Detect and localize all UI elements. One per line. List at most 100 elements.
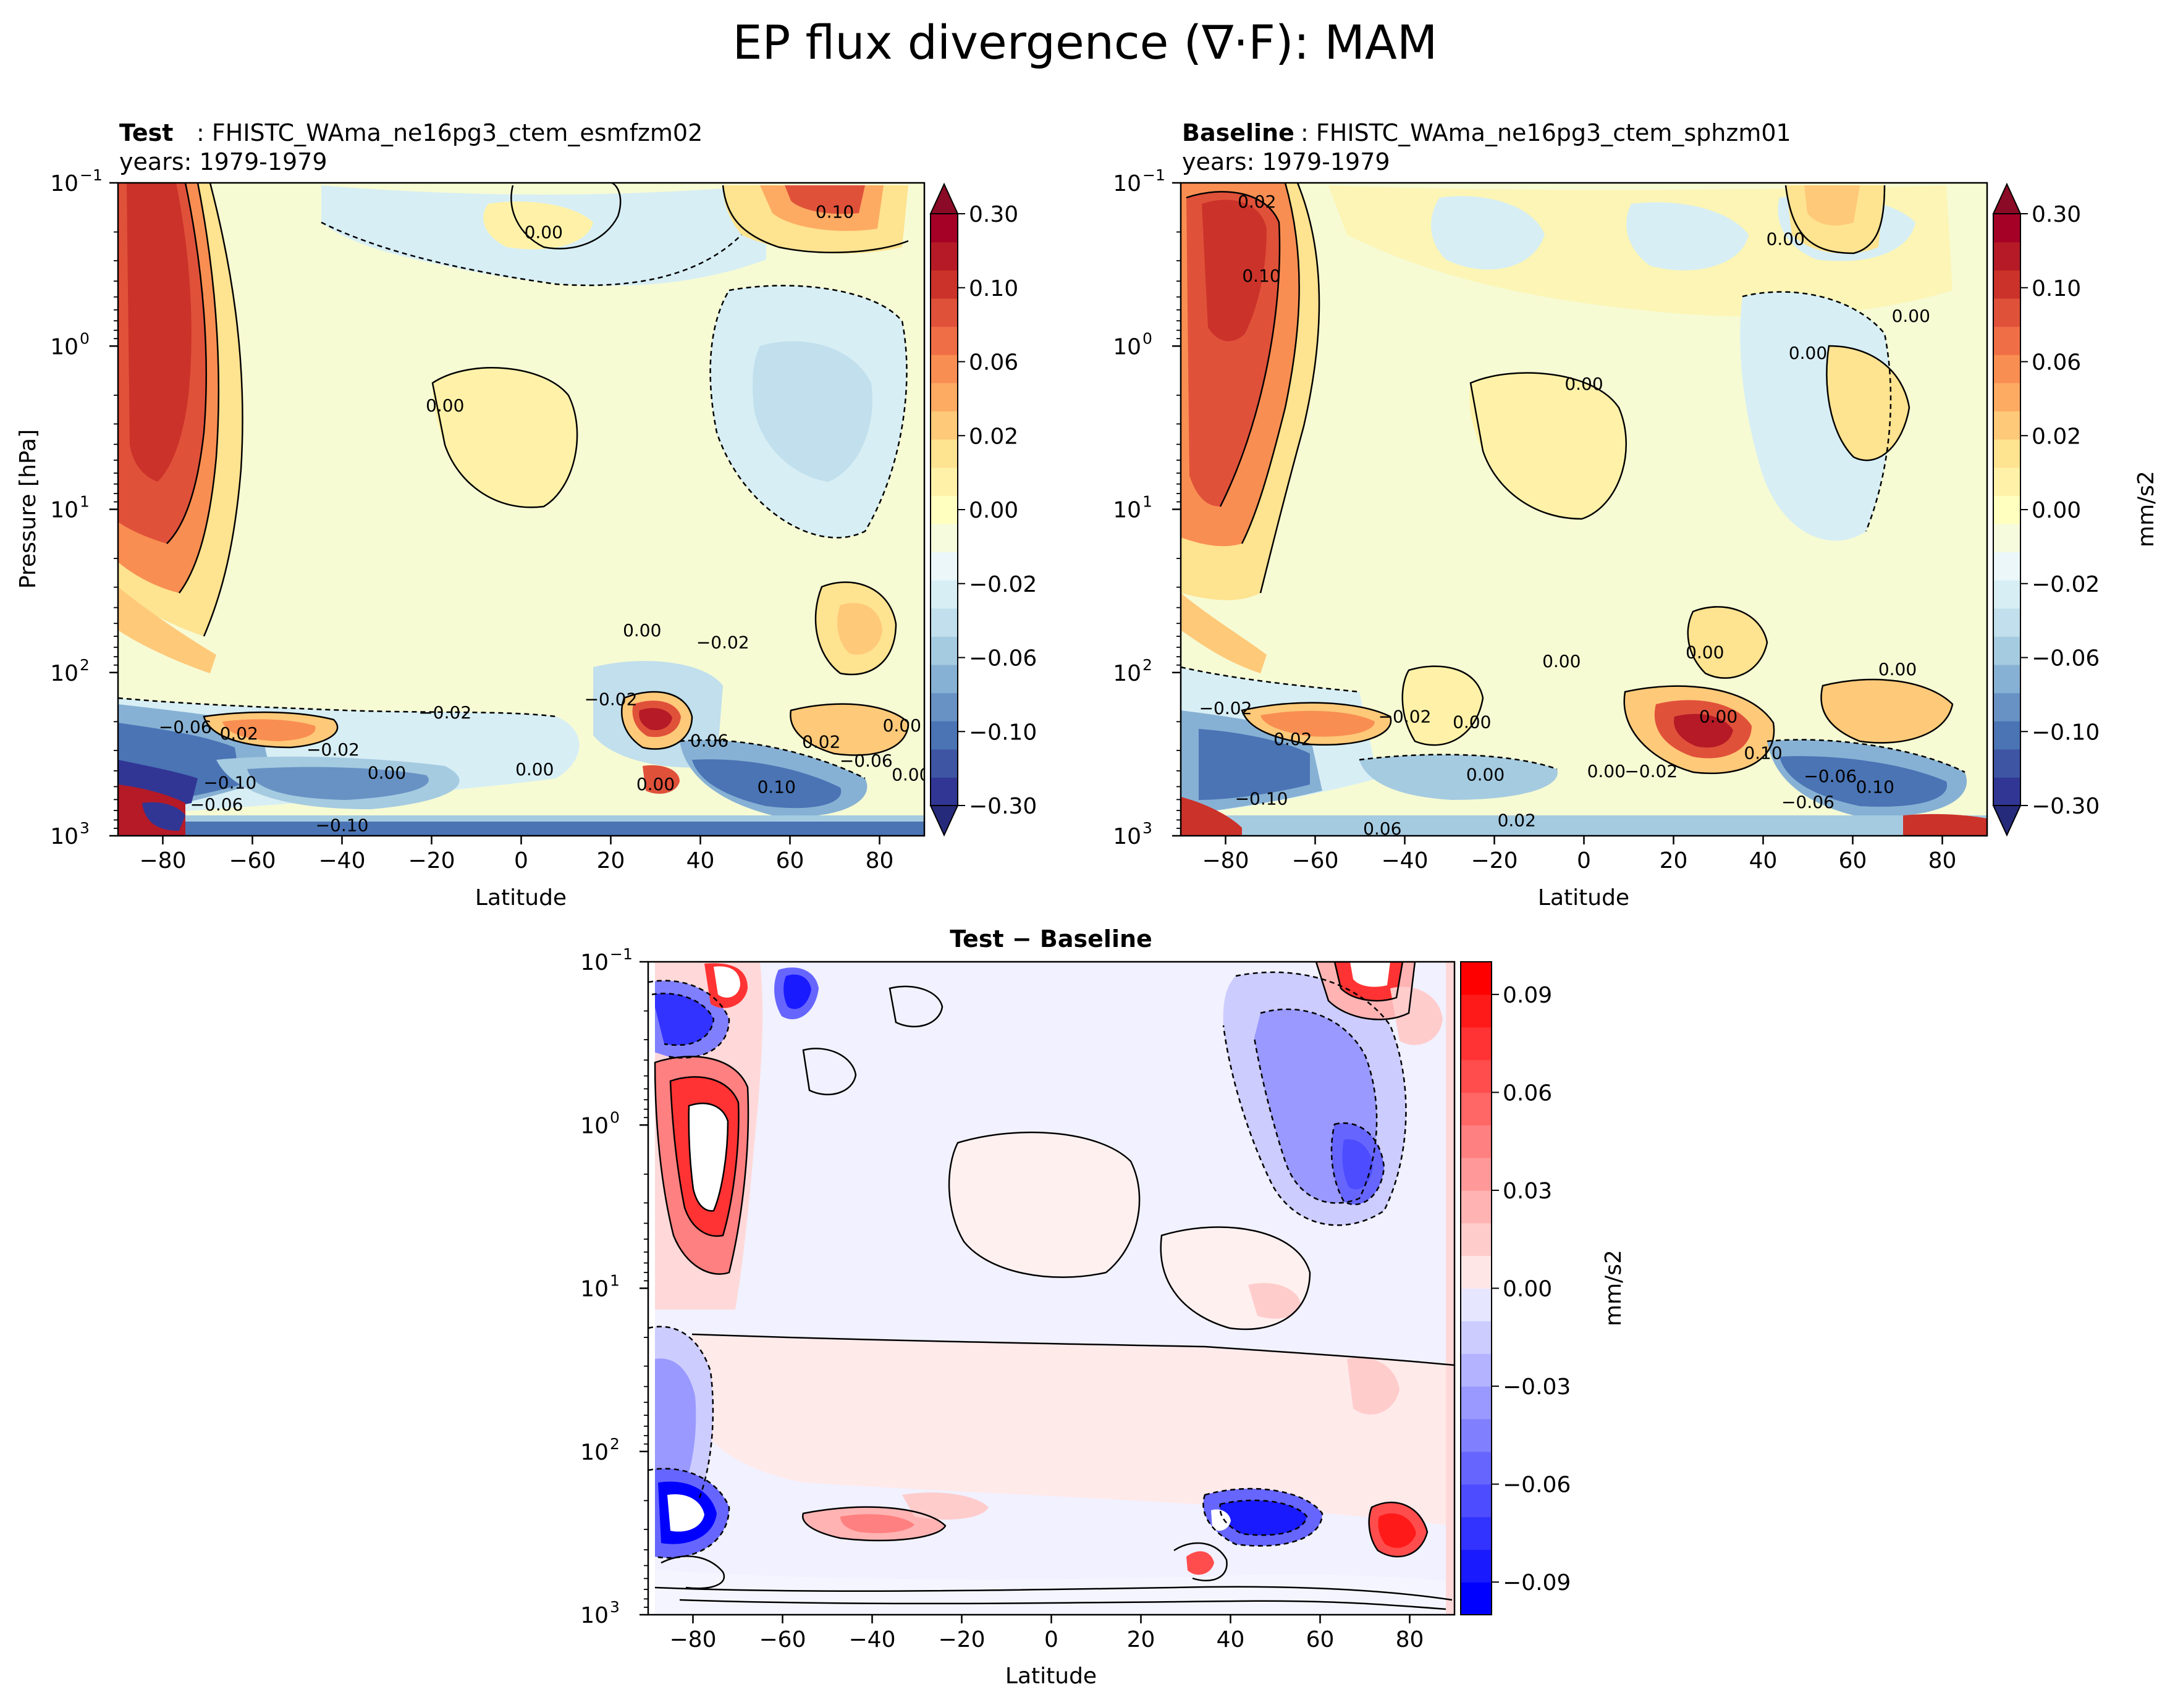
contour-label: 0.00 <box>1587 761 1626 781</box>
colorbar-swatch <box>1461 1158 1492 1191</box>
colorbar-swatch <box>1461 1125 1492 1158</box>
contour-label: 0.02 <box>1273 729 1312 749</box>
x-tick-label: 60 <box>1839 848 1867 873</box>
colorbar-swatch <box>1993 608 2020 637</box>
test-xlabel: Latitude <box>475 885 567 911</box>
y-tick-label: 10 <box>1113 334 1141 360</box>
contour-label: −0.06 <box>1781 792 1834 812</box>
colorbar-swatch <box>1461 1484 1492 1518</box>
colorbar-tick-label: 0.00 <box>969 498 1018 523</box>
colorbar-swatch <box>1993 270 2020 299</box>
baseline-colorbar: 0.30 0.10 0.06 0.02 0.00 −0.02 −0.06 −0.10 −0.30 <box>1992 182 2100 837</box>
x-tick-label: −60 <box>229 848 276 873</box>
colorbar-swatch <box>931 777 958 806</box>
contour-label: −0.06 <box>1804 766 1857 786</box>
x-tick-label: 0 <box>1577 848 1591 873</box>
x-tick-label: 20 <box>1660 848 1688 873</box>
contour-label: −0.06 <box>190 794 243 815</box>
x-tick-label: −40 <box>849 1627 896 1652</box>
y-tick-label: 10 <box>580 1440 609 1465</box>
colorbar-swatch <box>931 411 958 440</box>
colorbar-tick-label: 0.10 <box>969 276 1018 301</box>
colorbar-swatch <box>1461 1027 1492 1061</box>
colorbar-swatch <box>1461 994 1492 1028</box>
colorbar-swatch <box>1993 777 2020 806</box>
contour-label: 0.00 <box>883 715 921 736</box>
test-contour-labels: 0.00 0.10 0.00 0.00 −0.02 −0.02 −0.02 0.02 −0.02… <box>159 202 924 836</box>
contour-label: −0.06 <box>840 751 893 771</box>
test-ylabel: Pressure [hPa] <box>15 429 41 589</box>
colorbar-swatch <box>1993 692 2020 721</box>
colorbar-tick-label: 0.06 <box>969 350 1018 376</box>
baseline-plot-area: 0.02 0.10 0.00 0.00 0.00 0.00 0.00 0.00 0.00 0.00… <box>1181 183 1987 836</box>
colorbar-tick-label: 0.09 <box>1503 983 1552 1008</box>
colorbar-swatch <box>1993 467 2020 496</box>
y-tick-exponent: −1 <box>610 945 633 963</box>
baseline-subtitle: years: 1979-1979 <box>1182 148 1390 175</box>
colorbar-swatch <box>1461 1255 1492 1289</box>
y-tick-label: 10 <box>580 1277 609 1302</box>
x-tick-label: 80 <box>866 848 894 873</box>
contour-label: 0.00 <box>623 620 661 641</box>
contour-label: 0.00 <box>1767 229 1805 249</box>
contour-label: −0.10 <box>1235 788 1288 809</box>
colorbar-tick-label: −0.30 <box>969 794 1037 819</box>
contour-label: 0.06 <box>690 730 728 751</box>
contour-label: 0.00 <box>1892 306 1930 326</box>
x-tick-label: −20 <box>408 848 455 873</box>
colorbar-swatch <box>931 749 958 778</box>
colorbar-tick-label: −0.03 <box>1503 1374 1571 1400</box>
panel-baseline: Baseline : FHISTC_WAma_ne16pg3_ctem_sphz… <box>1113 119 2159 911</box>
x-tick-label: 20 <box>597 848 625 873</box>
colorbar-swatch <box>931 580 958 609</box>
x-tick-label: 0 <box>1044 1627 1058 1652</box>
colorbar-swatch <box>1461 1451 1492 1485</box>
contour-label: 0.10 <box>758 776 796 797</box>
test-plot-area: 0.00 0.10 0.00 0.00 −0.02 −0.02 −0.02 0.02 −0.02… <box>118 183 924 836</box>
colorbar-swatch <box>1993 326 2020 355</box>
contour-label: 0.10 <box>1242 266 1280 286</box>
y-tick-label: 10 <box>580 1603 609 1628</box>
contour-label: 0.10 <box>1744 743 1782 764</box>
colorbar-tick-label: 0.10 <box>2032 276 2081 301</box>
contour-label: 0.00 <box>1564 374 1603 394</box>
colorbar-tick-label: −0.06 <box>2032 646 2100 671</box>
x-tick-label: −60 <box>1292 848 1339 873</box>
colorbar-swatch <box>931 270 958 299</box>
x-tick-label: 0 <box>514 848 528 873</box>
y-tick-exponent: 2 <box>610 1435 620 1453</box>
x-tick-label: −20 <box>939 1627 986 1652</box>
contour-label: 0.00 <box>636 774 675 794</box>
colorbar-swatch <box>931 298 958 327</box>
colorbar-swatch <box>1993 749 2020 778</box>
colorbar-swatch <box>1461 1190 1492 1224</box>
colorbar-swatch <box>1993 523 2020 553</box>
contour-label: −0.10 <box>203 772 256 793</box>
y-tick-exponent: 0 <box>1142 329 1152 347</box>
colorbar-swatch <box>931 721 958 750</box>
colorbar-swatch <box>1461 1517 1492 1550</box>
y-tick-label: 10 <box>50 498 78 523</box>
colorbar-tick-label: −0.09 <box>1503 1570 1571 1596</box>
colorbar-swatch <box>931 214 958 243</box>
difference-xlabel: Latitude <box>1005 1664 1097 1689</box>
colorbar-swatch <box>931 692 958 721</box>
x-tick-label: 80 <box>1396 1627 1424 1652</box>
colorbar-swatch <box>931 355 958 384</box>
y-tick-exponent: 0 <box>80 329 90 347</box>
contour-label: 0.00 <box>1686 642 1724 663</box>
y-tick-label: 10 <box>1113 498 1141 523</box>
test-title-bold: Test <box>119 119 173 146</box>
colorbar-extend-min <box>929 805 959 837</box>
y-tick-label: 10 <box>1113 661 1141 686</box>
contour-label: 0.00 <box>1542 651 1581 671</box>
contour-label: 0.02 <box>220 723 258 744</box>
x-tick-label: 40 <box>1217 1627 1245 1652</box>
colorbar-swatch <box>1993 214 2020 243</box>
colorbar-swatch <box>931 664 958 694</box>
y-tick-exponent: 3 <box>80 819 90 837</box>
colorbar-swatch <box>1993 495 2020 524</box>
colorbar-extend-min <box>1992 805 2022 837</box>
y-tick-label: 10 <box>1113 824 1141 849</box>
